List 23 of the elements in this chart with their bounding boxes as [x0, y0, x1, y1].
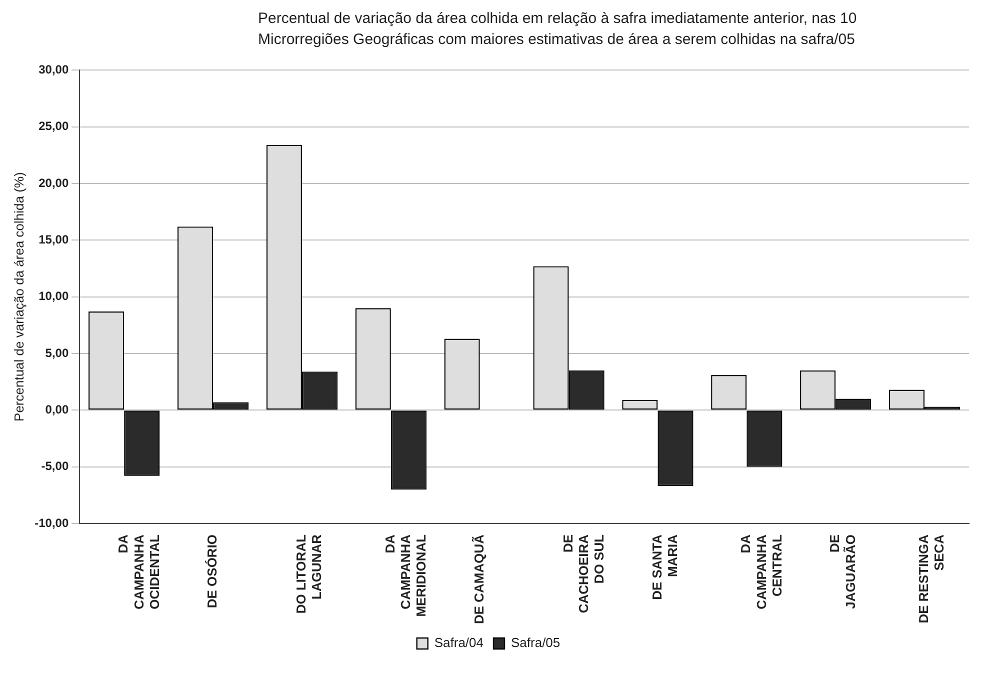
- legend-label: Safra/04: [434, 635, 484, 650]
- x-tick-label: DO LITORAL LAGUNAR: [294, 534, 324, 614]
- x-tick-label: DE CAMAQUÃ: [471, 534, 486, 624]
- y-tick-label: 5,00: [45, 346, 69, 360]
- x-tick-label: DA CAMPANHA OCIDENTAL: [116, 534, 162, 610]
- y-tick-label: -10,00: [34, 516, 69, 530]
- y-tick-label: 20,00: [38, 176, 69, 190]
- y-tick-label: 25,00: [38, 119, 69, 134]
- y-axis-title: Percentual de variação da área colhida (%): [11, 172, 26, 422]
- x-tick-label: DE JAGUARÃO: [827, 534, 858, 609]
- chart-title: Percentual de variação da área colhida em relação à safra imediatamente anterior, nas 10 Microrregiões Geográficas com maiores estimativas de área a serem colhidas na safra/05: [258, 9, 858, 50]
- y-tick-label: -5,00: [41, 459, 69, 474]
- y-tick-label: 15,00: [38, 232, 69, 246]
- x-tick-label: DE RESTINGA SECA: [916, 534, 947, 624]
- x-tick-label: DA CAMPANHA MERIDIONAL: [382, 534, 429, 617]
- x-tick-label: DE CACHOEIRA DO SUL: [560, 534, 607, 614]
- x-tick-label: DA CAMPANHA CENTRAL: [738, 534, 784, 610]
- x-tick-label: DE SANTA MARIA: [649, 534, 680, 600]
- y-tick-label: 30,00: [38, 62, 69, 77]
- y-tick-label: 0,00: [45, 402, 69, 416]
- legend-label: Safra/05: [511, 635, 560, 650]
- x-tick-label: DE OSÓRIO: [204, 534, 220, 608]
- y-tick-label: 10,00: [38, 289, 69, 304]
